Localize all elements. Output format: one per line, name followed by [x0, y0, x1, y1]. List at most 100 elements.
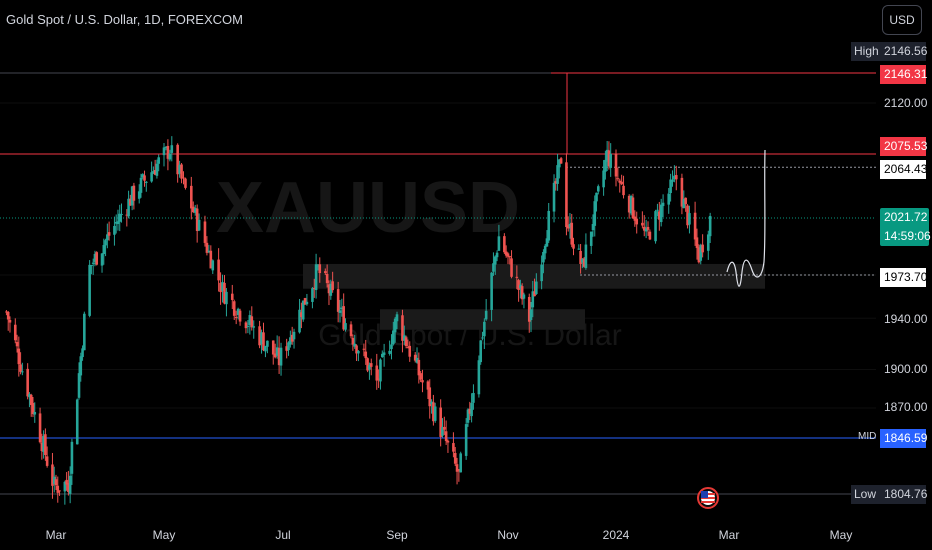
candle — [45, 446, 49, 468]
candle-body — [190, 185, 193, 209]
candle — [531, 280, 535, 318]
flag-icon — [701, 491, 715, 505]
candle-body — [118, 213, 122, 222]
candle — [392, 321, 395, 346]
candle-body — [426, 381, 430, 390]
candle-body — [141, 174, 145, 178]
candle-body — [646, 226, 650, 230]
candle — [508, 255, 512, 265]
candle — [31, 396, 35, 418]
candle-body — [547, 210, 551, 241]
candle — [484, 299, 488, 321]
candle-body — [364, 351, 368, 359]
candle — [533, 278, 536, 297]
candle-body — [706, 234, 710, 251]
candle — [15, 334, 19, 353]
candle — [492, 252, 495, 276]
candle — [377, 369, 380, 388]
candle-body — [380, 353, 384, 358]
currency-button[interactable]: USD — [882, 5, 922, 35]
candle-body — [246, 325, 250, 327]
candle-body — [695, 237, 699, 249]
candle — [708, 212, 712, 243]
candle-body — [56, 485, 60, 493]
candle — [353, 334, 357, 349]
candle-body — [42, 435, 45, 452]
candle — [58, 490, 61, 496]
candle-body — [157, 157, 160, 164]
candle-body — [455, 464, 459, 472]
candle-body — [28, 394, 31, 398]
candle-body — [493, 256, 497, 265]
candle — [107, 221, 111, 241]
candle — [620, 174, 623, 186]
candle-body — [81, 348, 84, 358]
candle — [314, 253, 318, 299]
candle-body — [565, 162, 568, 228]
candle-body — [472, 392, 475, 403]
candle-body — [674, 175, 678, 180]
candle-body — [415, 357, 419, 363]
candle — [195, 204, 199, 243]
candle-body — [180, 164, 183, 179]
candle — [219, 272, 222, 305]
candle — [699, 243, 703, 265]
candle — [176, 143, 179, 183]
candle — [305, 293, 309, 306]
candle-body — [54, 479, 58, 486]
candle — [459, 451, 462, 473]
candle-body — [244, 322, 248, 329]
candle — [472, 384, 475, 410]
candle-body — [327, 284, 331, 294]
candle-body — [170, 145, 174, 153]
candle-body — [658, 211, 661, 220]
candle-body — [130, 186, 134, 206]
candle — [234, 310, 238, 325]
candle — [622, 175, 625, 199]
candle-body — [417, 359, 421, 376]
candle — [468, 401, 472, 421]
candle — [674, 165, 678, 191]
candle-body — [708, 215, 712, 237]
candle — [481, 331, 484, 341]
candle — [29, 393, 33, 417]
candle-body — [31, 403, 35, 415]
candle-body — [661, 202, 665, 207]
us-flag-event-icon[interactable] — [697, 487, 719, 509]
candle-body — [421, 380, 424, 383]
candle — [203, 215, 207, 247]
candle — [609, 143, 612, 177]
candle-body — [366, 358, 369, 371]
candle-body — [504, 251, 508, 256]
candle — [193, 204, 197, 216]
candle-body — [143, 175, 146, 181]
candle — [402, 325, 406, 346]
candle-body — [260, 332, 263, 345]
candle — [490, 272, 493, 322]
candle — [566, 216, 570, 232]
candle-body — [68, 475, 72, 494]
candle — [290, 326, 294, 345]
candle-body — [581, 258, 584, 263]
candle — [130, 185, 134, 211]
candle-body — [79, 356, 83, 376]
candle-body — [40, 442, 44, 452]
candle-body — [466, 409, 470, 423]
candle-body — [353, 343, 357, 347]
projection-path — [726, 149, 766, 287]
chart-grid — [0, 102, 876, 409]
candle-body — [558, 159, 561, 168]
candle — [497, 224, 501, 251]
candle-body — [602, 170, 605, 188]
candle — [667, 188, 671, 214]
candle-body — [618, 180, 622, 183]
candle-body — [596, 186, 600, 192]
candle-body — [582, 258, 586, 267]
candle-body — [369, 363, 373, 367]
candle-body — [607, 150, 611, 167]
candle — [63, 480, 67, 505]
time-label-may-2024: May — [829, 528, 853, 542]
candle — [275, 335, 279, 359]
candle-body — [570, 222, 574, 245]
